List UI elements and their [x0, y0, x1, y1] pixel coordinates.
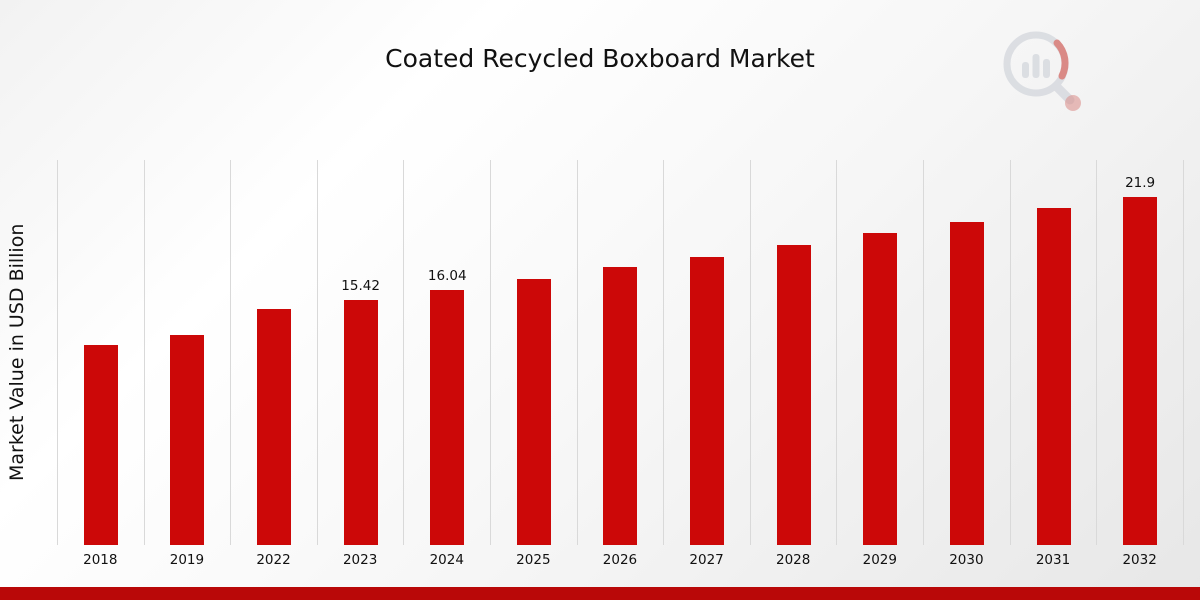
bar-2024: 16.04	[428, 268, 467, 545]
plot-cell	[58, 160, 145, 545]
chart-title: Coated Recycled Boxboard Market	[385, 44, 815, 73]
bar-value-label: 16.04	[427, 267, 467, 284]
bar-2031	[1036, 208, 1071, 545]
bar-value-label: 15.42	[341, 277, 380, 294]
x-tick-label: 2030	[949, 552, 984, 568]
plot-cell	[751, 160, 838, 545]
plot-cell: 21.9	[1097, 160, 1184, 545]
bar-icon	[1043, 59, 1050, 78]
magnifier-icon	[1003, 31, 1081, 111]
plot-cell: 15.42	[318, 160, 405, 545]
x-tick-label: 2026	[602, 552, 638, 568]
bar-2029	[863, 233, 898, 545]
plot-cell	[578, 160, 665, 545]
plot-cell	[924, 160, 1011, 545]
bar-2032: 21.9	[1123, 175, 1158, 545]
plot-cell	[1011, 160, 1098, 545]
plot-cell	[145, 160, 232, 545]
magnifier-handle-icon	[1065, 95, 1081, 111]
footer-accent-strip	[0, 587, 1200, 600]
bar-2023: 15.42	[341, 278, 380, 545]
magnifier-bar-chart-logo	[1003, 31, 1081, 111]
x-tick-label: 2032	[1122, 552, 1157, 568]
plot-cell	[491, 160, 578, 545]
x-tick-label: 2029	[862, 552, 897, 568]
bar-icon	[1022, 62, 1029, 78]
x-tick-label: 2019	[169, 552, 205, 568]
plot-cell	[837, 160, 925, 545]
plot-cell	[664, 160, 751, 545]
bar-2026	[603, 267, 638, 545]
plot-cell: 16.04	[404, 160, 492, 545]
x-tick-label: 2031	[1035, 552, 1071, 568]
plot-area: 15.42 16.04 21.9	[57, 160, 1184, 545]
x-tick-label: 2023	[342, 552, 378, 568]
bar-2030	[949, 222, 984, 545]
x-tick-label: 2024	[429, 552, 464, 568]
x-tick-label: 2018	[83, 552, 118, 568]
bar-2018	[83, 345, 118, 545]
bar-2022	[257, 309, 292, 545]
bar-2019	[170, 335, 205, 545]
bar-2028	[776, 245, 811, 545]
bar-icon	[1032, 54, 1040, 78]
x-tick-label: 2027	[689, 552, 724, 568]
plot-cell	[231, 160, 318, 545]
x-tick-label: 2028	[776, 552, 811, 568]
bar-2025	[516, 279, 551, 545]
x-axis: 2018 2019 2022 2023 2024 2025 2026 2027 2028 2029…	[57, 552, 1183, 568]
x-tick-label: 2022	[256, 552, 291, 568]
bar-value-label: 21.9	[1125, 174, 1156, 191]
y-axis-label: Market Value in USD Billion	[6, 223, 28, 482]
bar-2027	[690, 257, 725, 545]
x-tick-label: 2025	[516, 552, 551, 568]
